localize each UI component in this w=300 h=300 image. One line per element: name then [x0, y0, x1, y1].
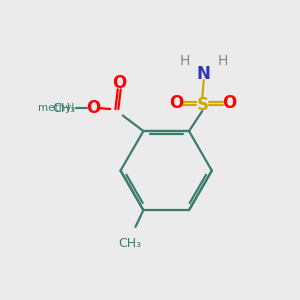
- Text: CH₃: CH₃: [52, 102, 75, 115]
- Text: H: H: [218, 54, 228, 68]
- Text: methyl: methyl: [38, 103, 74, 113]
- Text: O: O: [86, 99, 100, 117]
- Text: O: O: [112, 74, 126, 92]
- Text: S: S: [196, 96, 208, 114]
- Text: O: O: [169, 94, 183, 112]
- Text: CH₃: CH₃: [118, 237, 142, 250]
- Text: N: N: [197, 65, 211, 83]
- Text: H: H: [179, 54, 190, 68]
- Text: O: O: [222, 94, 236, 112]
